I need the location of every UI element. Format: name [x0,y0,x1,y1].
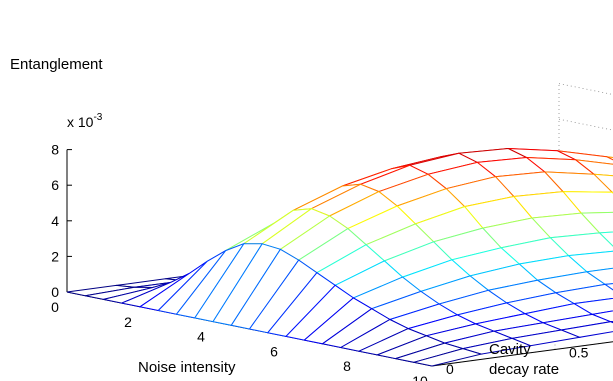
z-tick-label: 4 [51,213,59,229]
y-axis-line [431,341,613,367]
y-axis-label-line1: Cavity [489,341,531,358]
y-axis-label-line2: decay rate [489,361,559,378]
y-tick-label: 0.5 [569,345,589,361]
z-tick-label: 2 [51,248,59,264]
x-tick-label: 10 [412,373,428,381]
x-tick-label: 8 [343,358,351,374]
z-scale-label: x 10-3 [67,112,103,130]
z-axis-label: Entanglement [10,56,103,73]
z-tick-label: 0 [51,284,59,300]
z-tick-label: 8 [51,142,59,158]
y-tick-label: 0 [446,361,454,377]
x-tick-label: 6 [270,343,278,359]
x-tick-label: 4 [197,329,205,345]
surface-cell [413,348,484,367]
surface-mesh [66,147,613,367]
x-tick-label: 2 [124,314,132,330]
x-axis-label: Noise intensity [138,359,236,376]
z-tick-label: 6 [51,177,59,193]
x-tick-label: 0 [51,299,59,315]
